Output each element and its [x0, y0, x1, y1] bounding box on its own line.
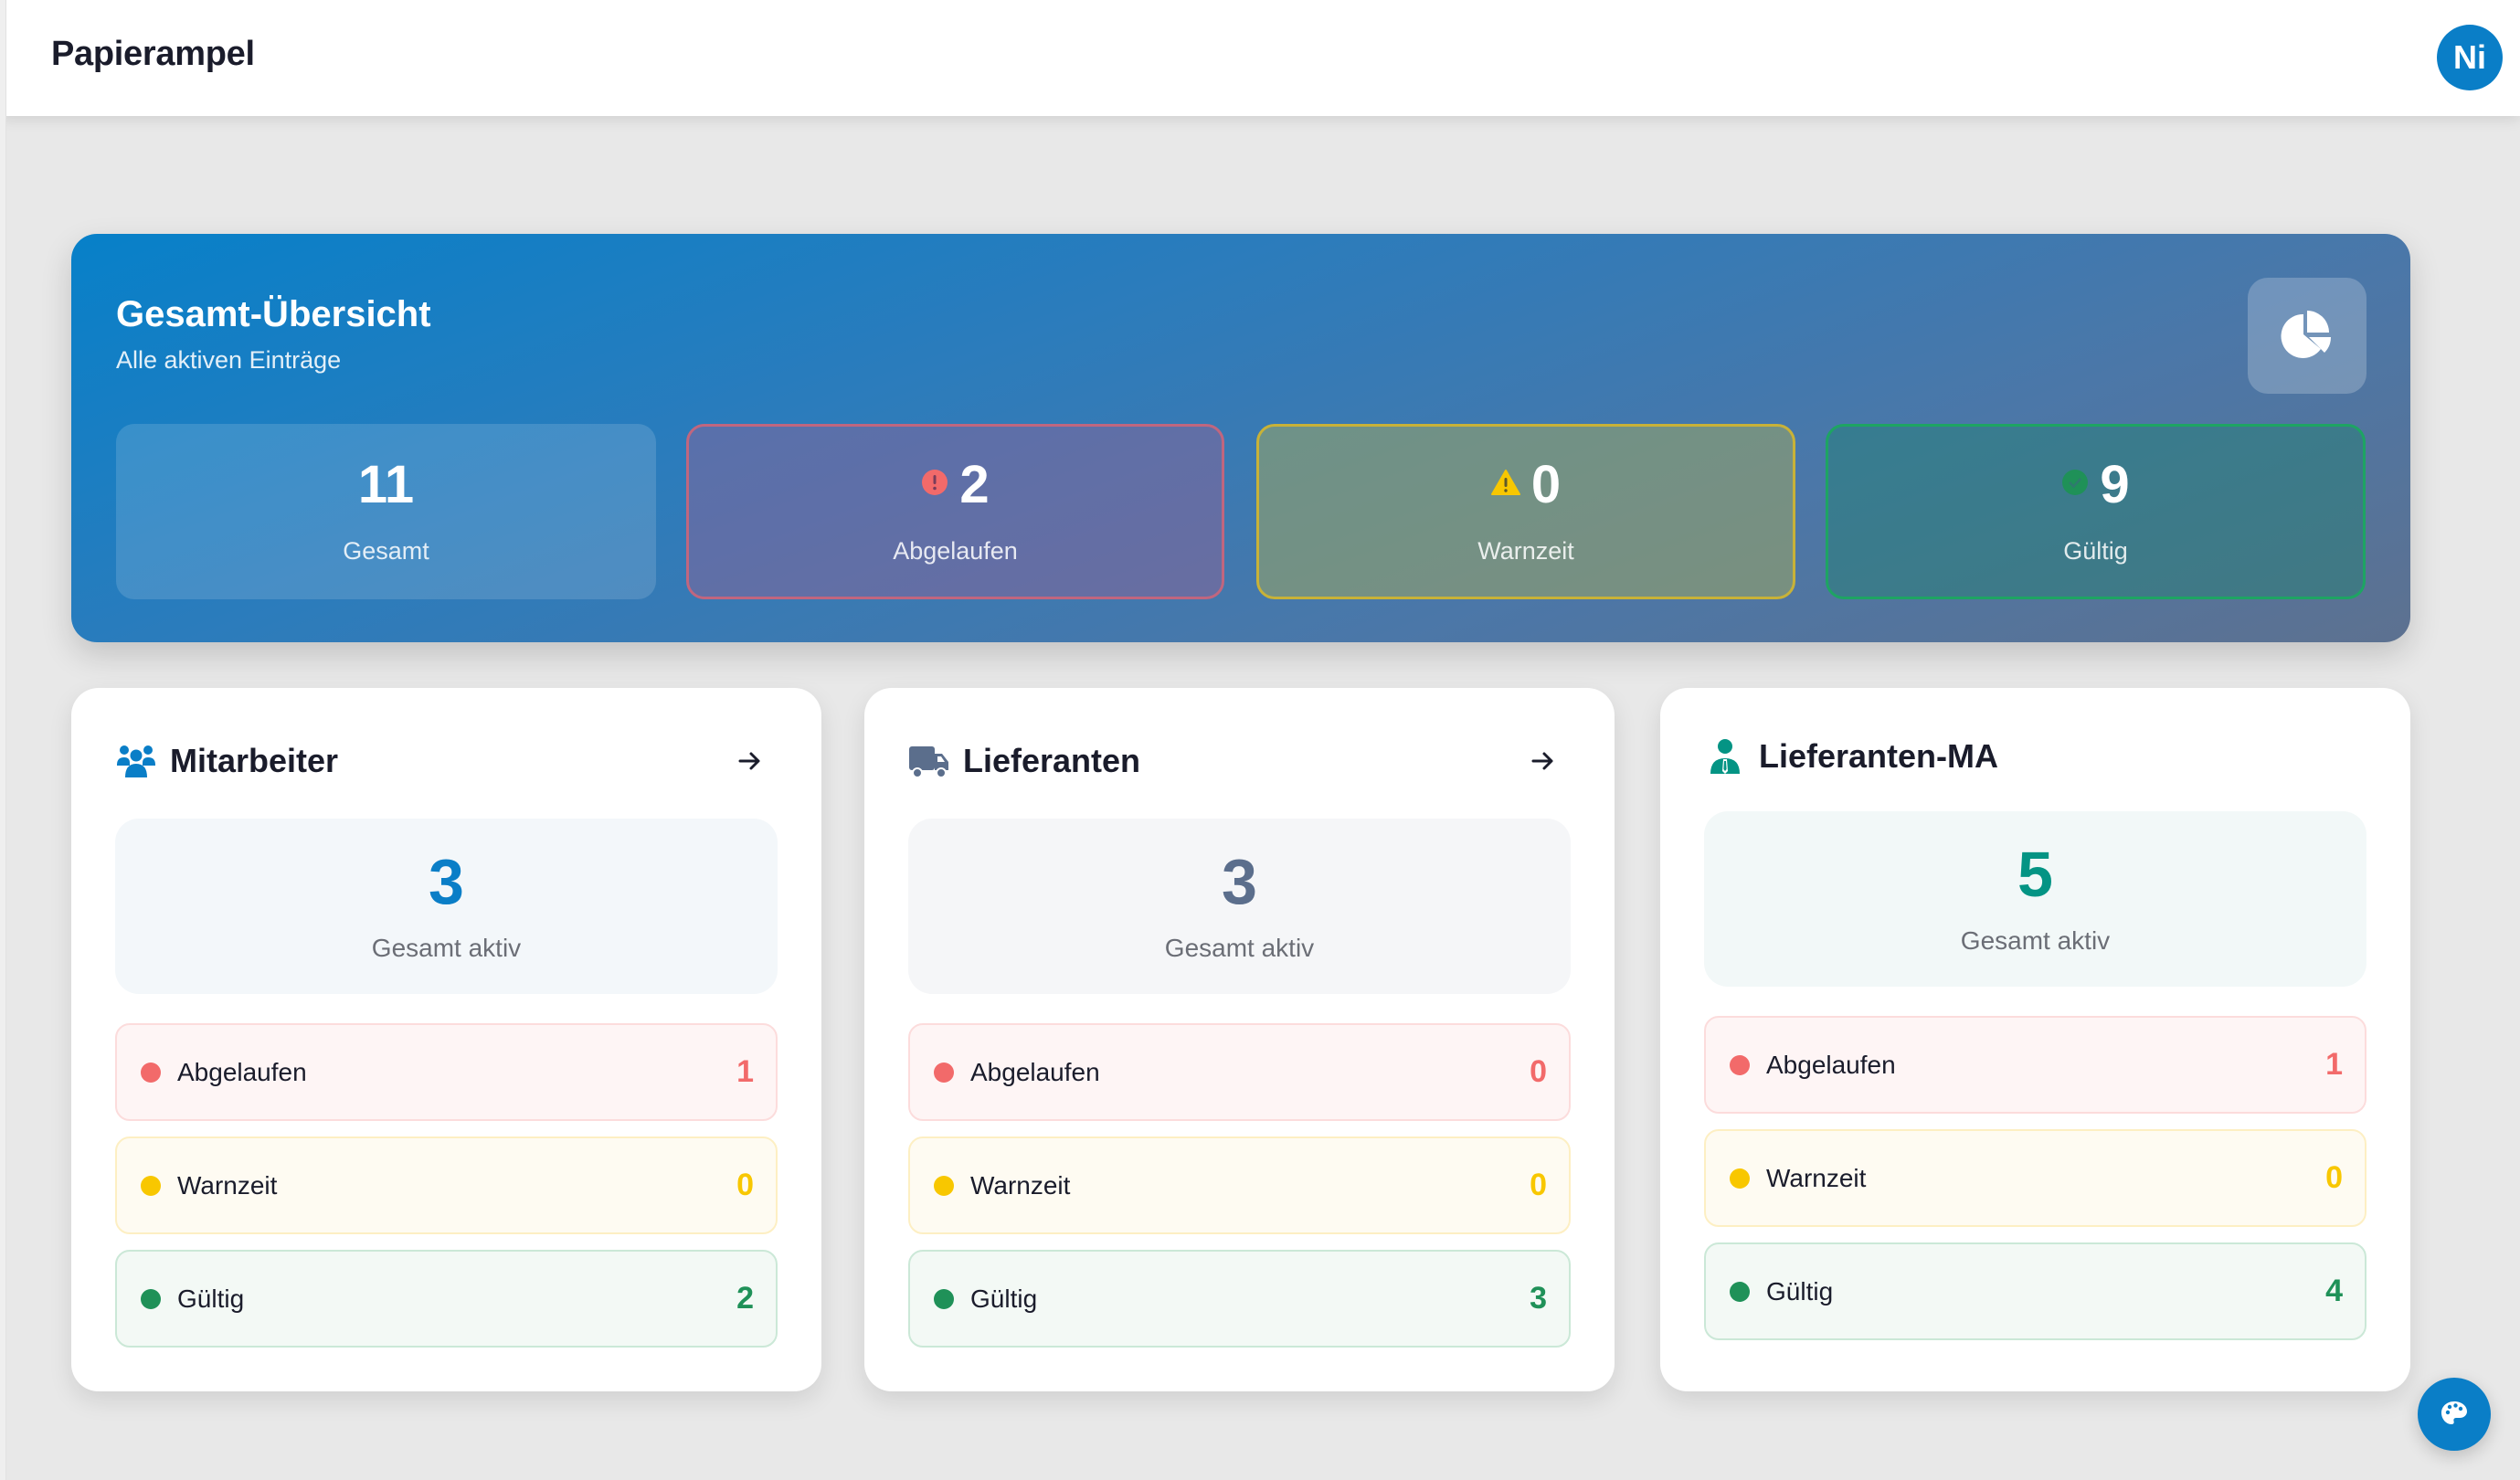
overview-card: Gesamt-Übersicht Alle aktiven Einträge 1… [71, 234, 2410, 642]
status-row-valid[interactable]: Gültig 2 [115, 1250, 778, 1348]
total-active-box: 3 Gesamt aktiv [908, 819, 1571, 994]
total-active-value: 5 [2017, 839, 2053, 910]
red-dot-icon [934, 1062, 954, 1083]
card-header: Lieferanten [908, 734, 1571, 788]
user-tie-icon [1704, 735, 1746, 777]
total-active-box: 3 Gesamt aktiv [115, 819, 778, 994]
status-count: 0 [2325, 1160, 2343, 1195]
alert-circle-icon [921, 469, 948, 501]
status-count: 0 [1530, 1054, 1547, 1089]
green-dot-icon [1730, 1281, 1750, 1302]
stat-expired[interactable]: 2 Abgelaufen [686, 424, 1224, 599]
stat-warning-label: Warnzeit [1477, 536, 1574, 565]
status-row-warning[interactable]: Warnzeit 0 [1704, 1129, 2366, 1227]
overview-title: Gesamt-Übersicht [116, 294, 431, 334]
total-active-label: Gesamt aktiv [371, 934, 522, 962]
card-title: Lieferanten-MA [1759, 737, 1999, 775]
status-row-warning[interactable]: Warnzeit 0 [115, 1136, 778, 1234]
status-label: Abgelaufen [970, 1057, 1100, 1086]
status-row-warning[interactable]: Warnzeit 0 [908, 1136, 1571, 1234]
palette-icon [2440, 1399, 2469, 1431]
lieferanten-card: Lieferanten 3 Gesamt aktiv Abgelaufen 0 … [864, 688, 1615, 1391]
total-active-label: Gesamt aktiv [1164, 934, 1315, 962]
status-label: Abgelaufen [1766, 1050, 1896, 1079]
status-count: 2 [736, 1281, 754, 1316]
top-bar: Papierampel Ni [0, 0, 2520, 116]
red-dot-icon [1730, 1054, 1750, 1075]
status-count: 0 [1530, 1168, 1547, 1202]
card-title: Lieferanten [963, 742, 1141, 779]
users-icon [115, 740, 157, 782]
stat-valid-value: 9 [2100, 454, 2130, 514]
overview-subtitle: Alle aktiven Einträge [116, 346, 342, 374]
status-label: Gültig [1766, 1276, 1834, 1306]
stat-total-value: 11 [357, 454, 415, 514]
total-active-box: 5 Gesamt aktiv [1704, 811, 2366, 987]
status-count: 3 [1530, 1281, 1547, 1316]
status-row-expired[interactable]: Abgelaufen 0 [908, 1023, 1571, 1121]
yellow-dot-icon [934, 1175, 954, 1196]
total-active-value: 3 [429, 846, 464, 917]
check-circle-icon [2061, 469, 2089, 501]
user-avatar[interactable]: Ni [2437, 25, 2503, 90]
total-active-value: 3 [1222, 846, 1257, 917]
status-label: Warnzeit [177, 1170, 278, 1200]
window-edge [0, 0, 6, 1480]
stat-total[interactable]: 11 Gesamt [116, 424, 656, 599]
warning-triangle-icon [1490, 469, 1520, 501]
pie-chart-icon [2248, 278, 2366, 394]
mitarbeiter-card: Mitarbeiter 3 Gesamt aktiv Abgelaufen 1 … [71, 688, 821, 1391]
status-row-valid[interactable]: Gültig 3 [908, 1250, 1571, 1348]
status-row-valid[interactable]: Gültig 4 [1704, 1242, 2366, 1340]
status-count: 0 [736, 1168, 754, 1202]
green-dot-icon [934, 1288, 954, 1309]
stat-warning[interactable]: 0 Warnzeit [1256, 424, 1795, 599]
stat-expired-value: 2 [959, 454, 990, 514]
arrow-right-icon[interactable] [1525, 743, 1562, 779]
card-header: Lieferanten-MA [1704, 729, 2366, 784]
stat-valid-label: Gültig [2063, 536, 2128, 565]
card-header: Mitarbeiter [115, 734, 778, 788]
status-count: 4 [2325, 1274, 2343, 1308]
status-label: Gültig [970, 1284, 1038, 1313]
yellow-dot-icon [141, 1175, 161, 1196]
red-dot-icon [141, 1062, 161, 1083]
status-row-expired[interactable]: Abgelaufen 1 [115, 1023, 778, 1121]
status-label: Gültig [177, 1284, 245, 1313]
status-count: 1 [2325, 1047, 2343, 1082]
app-title: Papierampel [51, 35, 255, 73]
yellow-dot-icon [1730, 1168, 1750, 1189]
truck-icon [908, 740, 950, 782]
arrow-right-icon[interactable] [732, 743, 768, 779]
stat-warning-value: 0 [1530, 454, 1562, 514]
status-count: 1 [736, 1054, 754, 1089]
status-label: Abgelaufen [177, 1057, 307, 1086]
total-active-label: Gesamt aktiv [1960, 926, 2111, 955]
lieferanten-ma-card: Lieferanten-MA 5 Gesamt aktiv Abgelaufen… [1660, 688, 2410, 1391]
green-dot-icon [141, 1288, 161, 1309]
status-row-expired[interactable]: Abgelaufen 1 [1704, 1016, 2366, 1114]
status-label: Warnzeit [970, 1170, 1071, 1200]
card-title: Mitarbeiter [170, 742, 339, 779]
status-label: Warnzeit [1766, 1163, 1867, 1192]
stat-valid[interactable]: 9 Gültig [1826, 424, 2366, 599]
stat-total-label: Gesamt [343, 536, 429, 565]
stat-expired-label: Abgelaufen [893, 536, 1018, 565]
theme-palette-button[interactable] [2418, 1378, 2491, 1451]
